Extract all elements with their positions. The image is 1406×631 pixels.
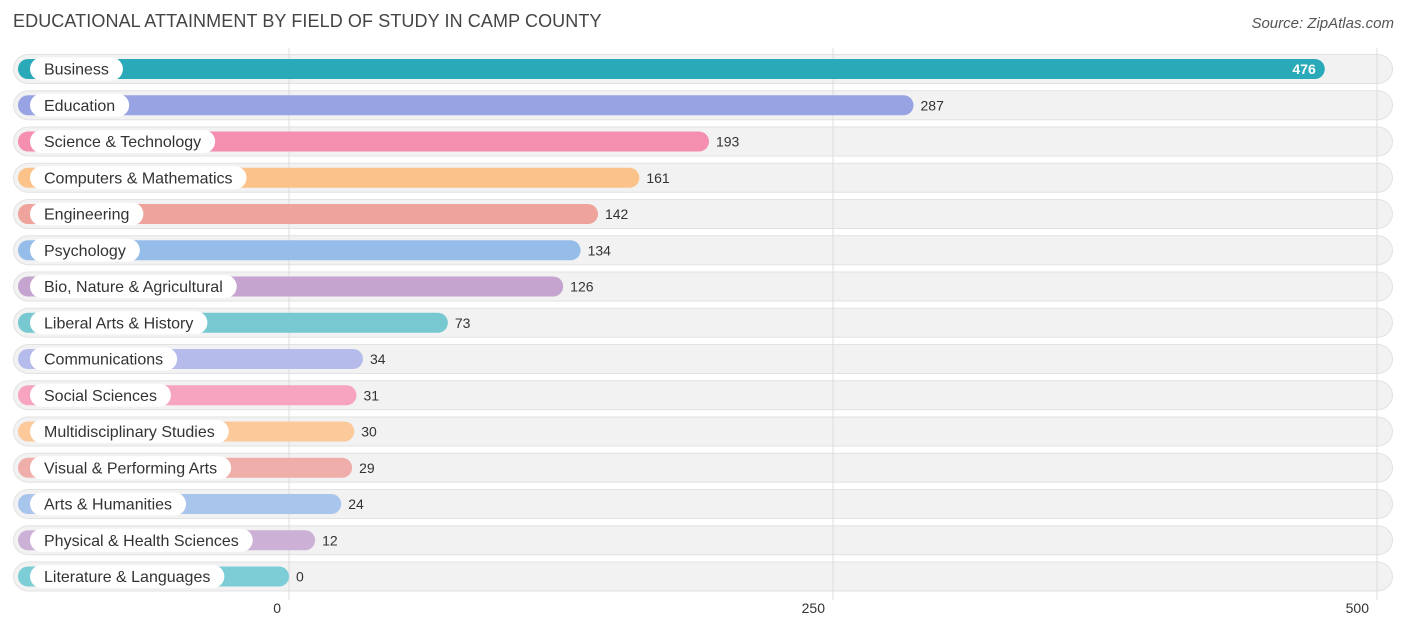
value-label: 73	[455, 315, 471, 331]
value-label: 29	[359, 460, 375, 476]
category-label: Bio, Nature & Agricultural	[44, 279, 223, 296]
tick-label: 0	[273, 600, 281, 616]
category-label: Social Sciences	[44, 388, 157, 405]
value-label: 193	[716, 134, 740, 150]
category-label-pill	[30, 275, 237, 298]
category-label: Engineering	[44, 207, 129, 224]
category-label-pill	[30, 57, 123, 81]
value-label: 12	[322, 532, 338, 548]
value-label: 31	[363, 387, 379, 403]
category-label: Education	[44, 98, 115, 115]
category-label: Literature & Languages	[44, 569, 210, 586]
bar	[18, 204, 598, 224]
bar	[18, 59, 1325, 79]
value-label: 34	[370, 351, 386, 367]
category-label-pill	[30, 420, 229, 443]
row-background	[13, 561, 1393, 592]
value-label: 134	[588, 242, 612, 258]
category-label-pill	[30, 383, 171, 407]
value-label: 287	[921, 97, 945, 113]
category-label: Science & Technology	[44, 134, 201, 151]
row-background	[13, 416, 1393, 447]
category-label-pill	[30, 347, 178, 371]
category-label-pill	[30, 238, 140, 262]
category-label-pill	[30, 202, 144, 226]
value-label: 126	[570, 279, 594, 295]
category-label-pill	[30, 456, 232, 480]
value-label: 476	[1292, 61, 1316, 77]
chart-title: EDUCATIONAL ATTAINMENT BY FIELD OF STUDY…	[13, 11, 602, 31]
row-background	[13, 525, 1393, 556]
category-label-pill	[30, 528, 253, 552]
category-label-pill	[30, 565, 225, 588]
category-label: Computers & Mathematics	[44, 170, 233, 187]
category-label: Visual & Performing Arts	[44, 460, 217, 477]
row-background	[13, 380, 1393, 411]
category-label-pill	[30, 311, 208, 335]
value-label: 0	[296, 569, 304, 585]
bars: Business 476 Education 287 Science & Technol…	[18, 57, 1325, 588]
bar	[18, 240, 581, 261]
category-label: Business	[44, 62, 109, 79]
category-label-pill	[30, 130, 216, 153]
category-label: Liberal Arts & History	[44, 315, 193, 332]
tick-label: 500	[1346, 600, 1370, 616]
source-label: Source: ZipAtlas.com	[1251, 15, 1394, 32]
category-label-pill	[30, 492, 187, 516]
category-label: Arts & Humanities	[44, 497, 172, 514]
bar	[18, 95, 914, 116]
value-label: 142	[605, 206, 629, 222]
category-label-pill	[30, 93, 130, 117]
row-background	[13, 452, 1393, 483]
category-label-pill	[30, 166, 247, 190]
category-label: Physical & Health Sciences	[44, 533, 239, 550]
category-label: Communications	[44, 352, 163, 369]
tick-label: 250	[802, 600, 826, 616]
row-background	[13, 489, 1393, 519]
category-label: Psychology	[44, 243, 126, 260]
category-label: Multidisciplinary Studies	[44, 424, 215, 441]
value-label: 161	[646, 170, 670, 186]
value-label: 24	[348, 496, 364, 512]
x-axis-ticks: 0 250 500	[273, 600, 1369, 616]
value-label: 30	[361, 424, 377, 440]
